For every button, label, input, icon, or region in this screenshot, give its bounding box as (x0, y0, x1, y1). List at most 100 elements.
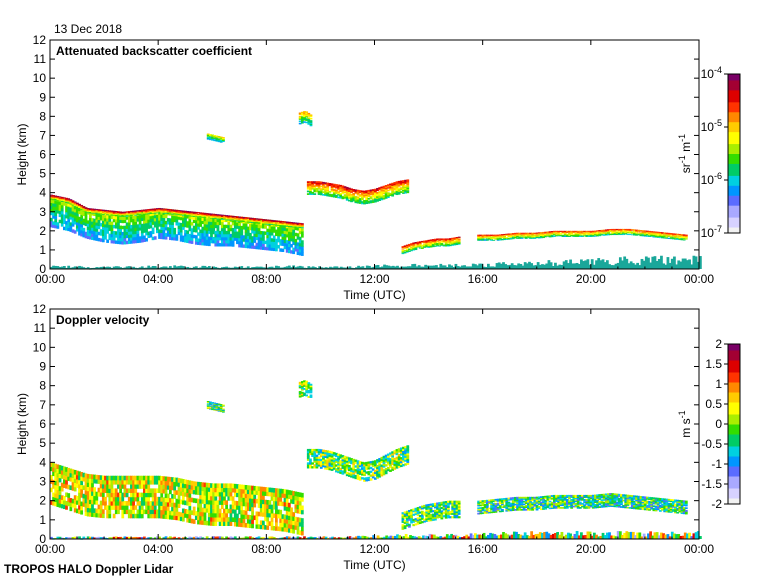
heatmap-cell (611, 232, 615, 234)
heatmap-cell (190, 215, 194, 217)
colorbar-swatch (728, 183, 740, 186)
heatmap-cell (268, 225, 272, 230)
heatmap-cell (667, 232, 671, 234)
heatmap-cell (266, 512, 270, 518)
heatmap-cell (199, 215, 203, 217)
heatmap-cell (203, 516, 207, 521)
heatmap-cell (216, 224, 220, 229)
heatmap-cell (220, 227, 224, 232)
heatmap-cell (567, 263, 570, 269)
heatmap-cell (194, 213, 198, 215)
heatmap-cell (548, 232, 552, 234)
heatmap-cell (574, 235, 578, 237)
heatmap-cell (294, 224, 298, 226)
heatmap-cell (251, 219, 254, 221)
heatmap-cell (550, 232, 554, 234)
heatmap-cell (393, 182, 397, 184)
heatmap-cell (294, 241, 298, 246)
heatmap-cell (73, 499, 77, 505)
heatmap-cell (371, 201, 375, 203)
heatmap-cell (166, 514, 170, 520)
heatmap-cell (572, 235, 576, 237)
heatmap-cell (305, 119, 309, 121)
y-tick-label: 3 (39, 205, 46, 219)
colorbar-swatch (728, 179, 740, 182)
heatmap-cell (229, 521, 233, 526)
heatmap-cell (217, 141, 221, 143)
heatmap-cell (104, 488, 107, 494)
heatmap-cell (514, 236, 517, 238)
heatmap-cell (292, 226, 296, 228)
heatmap-cell (171, 213, 174, 215)
heatmap-cell (65, 479, 68, 485)
heatmap-cell (233, 266, 237, 269)
heatmap-cell (298, 122, 302, 125)
heatmap-cell (343, 195, 347, 198)
heatmap-cell (50, 266, 53, 269)
heatmap-cell (162, 488, 166, 494)
heatmap-cell (563, 232, 567, 234)
heatmap-cell (563, 233, 567, 235)
heatmap-cell (270, 221, 274, 223)
heatmap-cell (231, 218, 235, 223)
heatmap-cell (138, 501, 142, 506)
heatmap-cell (119, 228, 122, 233)
heatmap-cell (259, 237, 263, 241)
heatmap-cell (279, 497, 283, 502)
heatmap-cell (294, 225, 298, 227)
heatmap-cell (108, 484, 112, 489)
heatmap-cell (184, 220, 187, 225)
heatmap-cell (168, 212, 172, 214)
heatmap-cell (238, 488, 241, 494)
heatmap-cell (253, 227, 257, 231)
heatmap-cell (550, 231, 554, 233)
heatmap-cell (399, 183, 403, 185)
heatmap-cell (215, 135, 219, 137)
heatmap-cell (227, 215, 231, 217)
heatmap-cell (669, 237, 673, 239)
heatmap-cell (199, 507, 203, 513)
colorbar-swatch (728, 207, 740, 210)
heatmap-cell (505, 237, 509, 239)
heatmap-cell (205, 227, 209, 231)
heatmap-cell (67, 497, 71, 503)
heatmap-cell (60, 197, 64, 199)
heatmap-cell (266, 237, 270, 242)
heatmap-cell (86, 486, 90, 492)
heatmap-cell (589, 232, 593, 234)
heatmap-cell (73, 201, 77, 203)
heatmap-cell (205, 215, 209, 217)
heatmap-cell (287, 222, 291, 224)
heatmap-cell (279, 221, 283, 223)
heatmap-cell (227, 239, 231, 244)
heatmap-cell (50, 198, 53, 200)
heatmap-cell (125, 216, 129, 220)
heatmap-cell (541, 264, 544, 269)
heatmap-cell (127, 212, 131, 213)
heatmap-cell (542, 235, 545, 237)
heatmap-cell (298, 115, 302, 118)
heatmap-cell (294, 267, 298, 269)
heatmap-cell (215, 138, 219, 140)
date-label: 13 Dec 2018 (54, 22, 122, 36)
heatmap-cell (397, 191, 401, 194)
heatmap-cell (501, 234, 504, 236)
heatmap-cell (324, 187, 327, 190)
heatmap-cell (389, 188, 392, 191)
colorbar-swatch (728, 77, 740, 81)
heatmap-cell (140, 235, 144, 240)
heatmap-cell (97, 209, 101, 211)
heatmap-cell (147, 505, 151, 510)
heatmap-cell (572, 230, 576, 232)
heatmap-cell (404, 185, 408, 187)
heatmap-cell (210, 521, 213, 526)
heatmap-cell (127, 237, 131, 241)
heatmap-cell (635, 230, 638, 232)
heatmap-cell (205, 236, 209, 240)
heatmap-cell (661, 237, 664, 239)
heatmap-cell (143, 501, 146, 506)
heatmap-cell (99, 212, 103, 214)
colorbar-tick-label: 10-6 (701, 171, 722, 187)
heatmap-cell (194, 511, 198, 516)
heatmap-cell (231, 228, 235, 232)
